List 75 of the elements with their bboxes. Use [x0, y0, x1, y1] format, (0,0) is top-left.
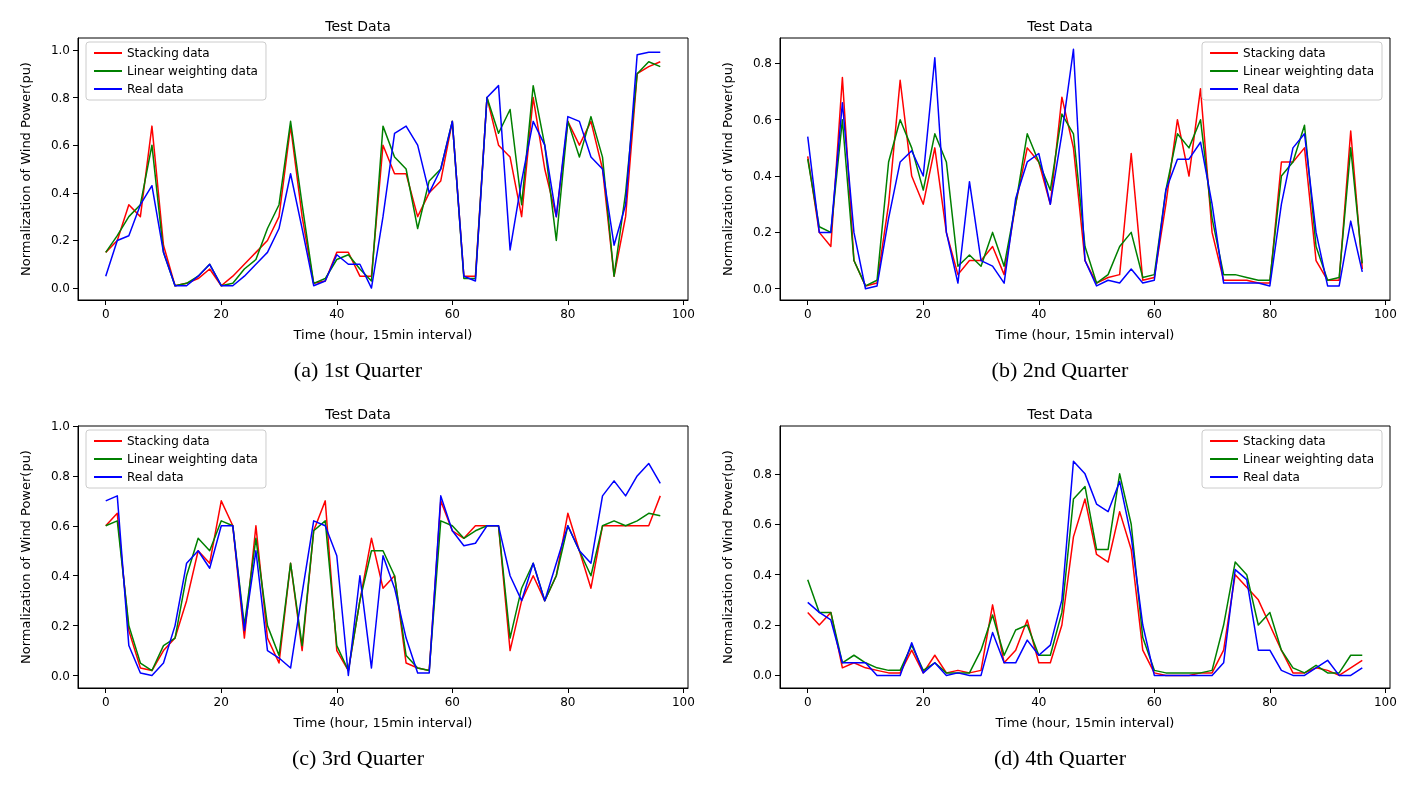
y-axis-title: Normalization of Wind Power(pu): [18, 62, 33, 276]
text: (b) 2nd Quarter: [990, 356, 1130, 384]
text: (d) 4th Quarter: [993, 744, 1127, 772]
y-tick-label: 0.8: [752, 56, 772, 71]
chart-title: Test Data: [1026, 406, 1093, 422]
x-tick-label: 60: [1146, 695, 1162, 709]
x-tick-label: 60: [444, 307, 460, 321]
x-tick-label: 0: [803, 307, 812, 321]
y-tick-label: 0.0: [752, 281, 772, 296]
x-tick-label: 100: [671, 695, 695, 709]
legend-label: Linear weighting data: [1243, 452, 1374, 466]
y-tick-label: 0.8: [50, 468, 70, 483]
x-tick-label: 40: [1031, 695, 1047, 709]
legend-label: Real data: [1243, 82, 1300, 96]
x-tick-label: 0: [101, 695, 110, 709]
y-tick-label: 0.6: [752, 112, 772, 127]
chart-title: Test Data: [1026, 18, 1093, 34]
legend-label: Stacking data: [127, 434, 210, 448]
legend-label: Real data: [127, 82, 184, 96]
x-tick-label: 40: [1031, 307, 1047, 321]
y-axis-title: Normalization of Wind Power(pu): [720, 62, 735, 276]
x-tick-label: 80: [560, 695, 576, 709]
y-tick-label: 0.6: [752, 517, 772, 532]
x-tick-label: 40: [329, 695, 345, 709]
y-tick-label: 1.0: [50, 42, 70, 57]
x-tick-label: 60: [1146, 307, 1162, 321]
legend-label: Linear weighting data: [1243, 64, 1374, 78]
x-tick-label: 100: [1373, 695, 1397, 709]
x-axis-title: Time (hour, 15min interval): [994, 327, 1175, 342]
x-tick-label: 80: [1262, 307, 1278, 321]
y-tick-label: 1.0: [50, 419, 70, 433]
x-tick-label: 100: [1373, 307, 1397, 321]
legend-label: Linear weighting data: [127, 64, 258, 78]
x-tick-label: 60: [444, 695, 460, 709]
x-axis-title: Time (hour, 15min interval): [292, 327, 473, 342]
y-tick-label: 0.0: [50, 668, 70, 683]
legend-label: Stacking data: [1243, 46, 1326, 60]
x-axis-title: Time (hour, 15min interval): [994, 715, 1175, 730]
y-tick-label: 0.2: [50, 233, 70, 248]
y-axis-title: Normalization of Wind Power(pu): [18, 450, 33, 664]
y-tick-label: 0.4: [50, 568, 70, 583]
y-tick-label: 0.4: [752, 567, 772, 582]
legend-label: Linear weighting data: [127, 452, 258, 466]
x-tick-label: 20: [213, 307, 229, 321]
y-tick-label: 0.8: [50, 90, 70, 105]
x-tick-label: 0: [101, 307, 110, 321]
x-tick-label: 20: [915, 307, 931, 321]
y-tick-label: 0.2: [752, 225, 772, 240]
y-tick-label: 0.0: [50, 281, 70, 296]
y-tick-label: 0.8: [752, 466, 772, 481]
x-axis-title: Time (hour, 15min interval): [292, 715, 473, 730]
text: (a) 1st Quarter: [292, 356, 424, 384]
text: (c) 3rd Quarter: [291, 744, 425, 772]
y-axis-title: Normalization of Wind Power(pu): [720, 450, 735, 664]
y-tick-label: 0.4: [50, 185, 70, 200]
legend-label: Real data: [127, 470, 184, 484]
chart-title: Test Data: [324, 406, 391, 422]
x-tick-label: 20: [213, 695, 229, 709]
x-tick-label: 100: [671, 307, 695, 321]
y-tick-label: 0.4: [752, 169, 772, 184]
y-tick-label: 0.2: [50, 618, 70, 633]
y-tick-label: 0.6: [50, 138, 70, 153]
chart-title: Test Data: [324, 18, 391, 34]
legend-label: Stacking data: [127, 46, 210, 60]
x-tick-label: 80: [1262, 695, 1278, 709]
x-tick-label: 80: [560, 307, 576, 321]
legend-label: Real data: [1243, 470, 1300, 484]
x-tick-label: 20: [915, 695, 931, 709]
x-tick-label: 0: [803, 695, 812, 709]
line-series: [806, 113, 1364, 287]
x-tick-label: 40: [329, 307, 345, 321]
y-tick-label: 0.0: [752, 668, 772, 683]
y-tick-label: 0.2: [752, 618, 772, 633]
legend-label: Stacking data: [1243, 434, 1326, 448]
y-tick-label: 0.6: [50, 518, 70, 533]
